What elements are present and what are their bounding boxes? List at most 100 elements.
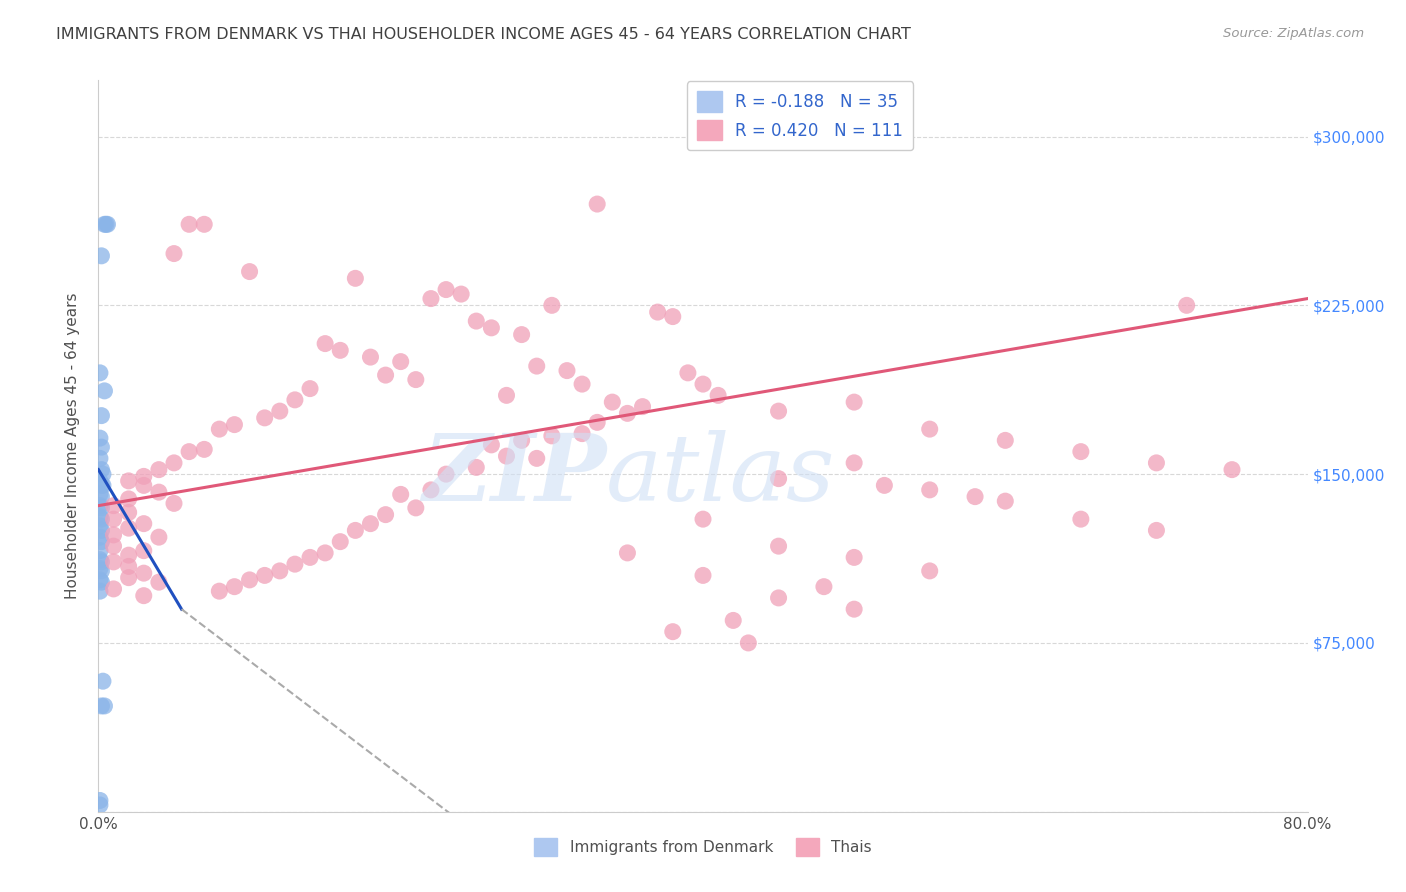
Point: [91, 674, 114, 689]
Point: [208, 584, 231, 599]
Point: [540, 429, 562, 443]
Point: [132, 469, 155, 483]
Point: [118, 491, 141, 506]
Point: [631, 400, 654, 414]
Point: [994, 494, 1017, 508]
Point: [602, 395, 624, 409]
Point: [465, 314, 488, 328]
Point: [94, 217, 117, 231]
Point: [193, 442, 215, 457]
Point: [193, 217, 215, 231]
Point: [994, 434, 1017, 448]
Point: [389, 354, 412, 368]
Point: [495, 388, 517, 402]
Point: [90, 534, 112, 549]
Point: [481, 321, 503, 335]
Point: [103, 499, 125, 513]
Point: [768, 591, 790, 605]
Point: [813, 580, 835, 594]
Point: [374, 368, 396, 383]
Point: [450, 287, 472, 301]
Point: [89, 519, 111, 533]
Point: [148, 575, 170, 590]
Point: [91, 478, 114, 492]
Point: [118, 505, 141, 519]
Point: [692, 377, 714, 392]
Point: [918, 483, 941, 497]
Point: [90, 462, 112, 476]
Point: [405, 500, 427, 515]
Point: [1144, 524, 1167, 538]
Point: [89, 793, 111, 807]
Point: [329, 343, 352, 358]
Point: [89, 499, 111, 513]
Point: [90, 409, 112, 423]
Point: [299, 382, 322, 396]
Point: [360, 350, 382, 364]
Point: [132, 516, 155, 531]
Point: [299, 550, 322, 565]
Point: [103, 512, 125, 526]
Point: [132, 543, 155, 558]
Point: [707, 388, 730, 402]
Point: [89, 562, 111, 576]
Point: [844, 550, 866, 565]
Point: [555, 363, 578, 377]
Point: [90, 512, 112, 526]
Point: [360, 516, 382, 531]
Point: [118, 474, 141, 488]
Point: [284, 557, 307, 571]
Point: [132, 589, 155, 603]
Point: [89, 552, 111, 566]
Text: Source: ZipAtlas.com: Source: ZipAtlas.com: [1223, 27, 1364, 40]
Point: [132, 566, 155, 581]
Point: [89, 584, 111, 599]
Point: [93, 698, 115, 713]
Point: [873, 478, 896, 492]
Point: [1175, 298, 1198, 312]
Point: [148, 485, 170, 500]
Point: [90, 564, 112, 578]
Point: [89, 487, 111, 501]
Point: [481, 438, 503, 452]
Point: [253, 568, 276, 582]
Point: [389, 487, 412, 501]
Point: [103, 539, 125, 553]
Point: [89, 543, 111, 558]
Point: [1070, 444, 1092, 458]
Point: [420, 483, 443, 497]
Point: [723, 614, 745, 628]
Point: [661, 624, 683, 639]
Point: [90, 490, 112, 504]
Point: [314, 546, 336, 560]
Point: [768, 404, 790, 418]
Point: [329, 534, 352, 549]
Point: [344, 524, 367, 538]
Point: [616, 546, 638, 560]
Text: IMMIGRANTS FROM DENMARK VS THAI HOUSEHOLDER INCOME AGES 45 - 64 YEARS CORRELATIO: IMMIGRANTS FROM DENMARK VS THAI HOUSEHOL…: [56, 27, 911, 42]
Point: [224, 417, 246, 432]
Point: [269, 564, 291, 578]
Point: [179, 217, 201, 231]
Point: [96, 217, 118, 231]
Point: [510, 327, 533, 342]
Point: [90, 524, 112, 538]
Point: [163, 496, 186, 510]
Point: [89, 509, 111, 524]
Point: [89, 573, 111, 587]
Point: [89, 474, 111, 488]
Point: [284, 392, 307, 407]
Point: [844, 602, 866, 616]
Y-axis label: Householder Income Ages 45 - 64 years: Householder Income Ages 45 - 64 years: [65, 293, 80, 599]
Point: [224, 580, 246, 594]
Point: [90, 555, 112, 569]
Point: [676, 366, 699, 380]
Point: [269, 404, 291, 418]
Point: [918, 422, 941, 436]
Point: [90, 698, 112, 713]
Point: [103, 555, 125, 569]
Point: [616, 406, 638, 420]
Point: [526, 451, 548, 466]
Point: [148, 530, 170, 544]
Point: [374, 508, 396, 522]
